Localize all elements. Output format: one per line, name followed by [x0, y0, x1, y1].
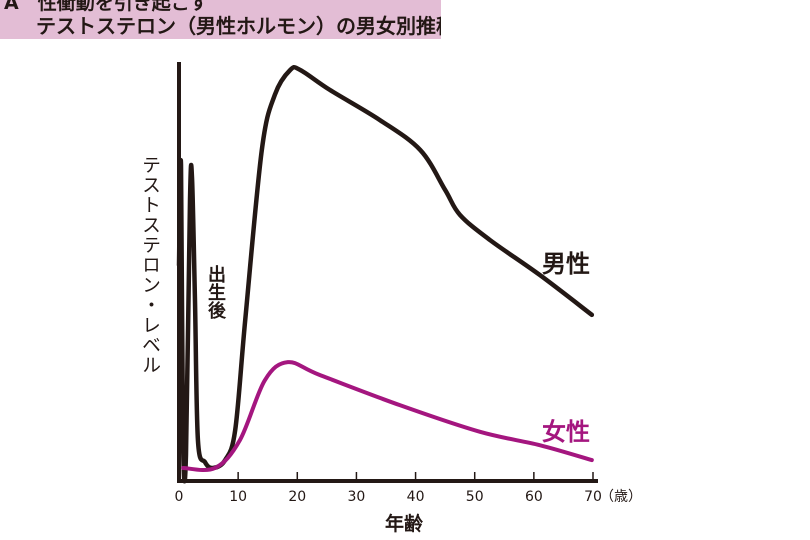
- chart-header: A 性衝動を引き起こす テストステロン（男性ホルモン）の男女別推移: [0, 0, 441, 39]
- x-axis-label: 年齢: [385, 512, 424, 535]
- x-tick-label: 20: [288, 489, 306, 505]
- x-tick-label: 30: [348, 489, 366, 505]
- x-tick-label: 70: [584, 489, 602, 505]
- annotation-birth: 出生後: [205, 265, 226, 319]
- x-tick-label: 40: [407, 489, 425, 505]
- x-tick-label: 0: [175, 489, 184, 505]
- header-line-1: A 性衝動を引き起こす: [4, 0, 209, 14]
- legend-female: 女性: [542, 418, 590, 446]
- series-line-female: [181, 360, 594, 473]
- x-tick-label: 10: [229, 489, 247, 505]
- legend-male: 男性: [542, 250, 590, 278]
- x-axis-unit: （歳）: [600, 489, 642, 505]
- y-axis-label: テストステロン・レベル: [139, 155, 161, 375]
- series-line-male: [176, 64, 595, 484]
- header-title: テストステロン（男性ホルモン）の男女別推移: [36, 14, 441, 38]
- x-tick-label: 50: [466, 489, 484, 505]
- x-tick-label: 60: [525, 489, 543, 505]
